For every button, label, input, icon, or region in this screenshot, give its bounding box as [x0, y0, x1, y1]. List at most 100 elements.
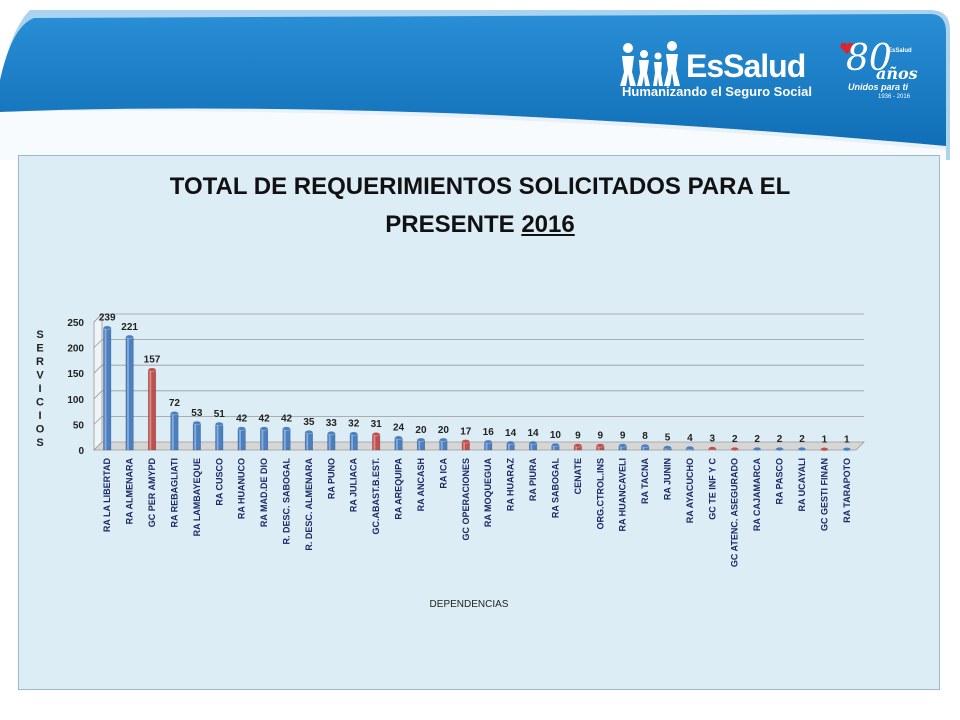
- bar-cap: [282, 426, 291, 431]
- bar-cap: [304, 430, 313, 435]
- bar: 14: [527, 428, 539, 451]
- category-label: GC GESTI FINAN: [819, 458, 829, 531]
- bar: 2: [797, 434, 807, 452]
- bar: 42: [236, 413, 248, 451]
- category-label: R. DESC. ALMENARA: [304, 458, 314, 551]
- category-label: RA MAD.DE DIO: [259, 458, 269, 527]
- anniversary-brand: EsSalud: [888, 48, 912, 54]
- bar-highlight: [306, 432, 309, 450]
- category-label: RA ICA: [438, 458, 448, 489]
- bar: 17: [460, 426, 472, 451]
- bar-cap: [775, 446, 784, 452]
- y-tick-label: 0: [78, 446, 84, 457]
- bar: 33: [326, 418, 337, 451]
- bar-highlight: [597, 445, 600, 450]
- data-label: 8: [642, 431, 648, 442]
- bar: 1: [820, 434, 829, 452]
- bar-cap: [170, 411, 179, 416]
- y-tick-label: 200: [67, 344, 84, 355]
- bar: 239: [99, 313, 116, 451]
- data-label: 14: [505, 428, 517, 439]
- bar-cap: [797, 446, 806, 452]
- bar-cap: [125, 334, 134, 339]
- brand-tagline: Humanizando el Seguro Social: [622, 84, 812, 99]
- header-banner: [0, 10, 950, 160]
- gridline-side: [93, 339, 103, 348]
- category-label: CENATE: [573, 458, 583, 494]
- bar: 20: [415, 425, 427, 451]
- category-label: RA HUANUCO: [237, 458, 247, 519]
- anniversary-years: 1936 - 2016: [878, 94, 911, 100]
- heart-icon: [840, 42, 854, 54]
- data-label: 17: [460, 426, 472, 437]
- bar-highlight: [373, 434, 376, 450]
- chart-x-axis-label: DEPENDENCIAS: [430, 599, 509, 610]
- bar-highlight: [171, 413, 174, 450]
- bar: 72: [169, 398, 180, 451]
- category-label: RA CAJAMARCA: [752, 458, 762, 532]
- bar-highlight: [508, 442, 510, 450]
- anniversary-word: años: [876, 64, 918, 83]
- category-label: R. DESC. SABOGAL: [282, 458, 292, 545]
- category-label: GC.ABAST.B.EST.: [371, 458, 381, 535]
- bar-highlight: [216, 423, 219, 450]
- category-label: RA CUSCO: [214, 458, 224, 506]
- bar: 9: [596, 430, 605, 451]
- bar: 24: [393, 423, 405, 451]
- anniversary-number: 80: [846, 38, 892, 79]
- category-label: RA HUARAZ: [506, 458, 516, 512]
- bar: 9: [573, 430, 582, 451]
- bar-body: [304, 431, 313, 451]
- bar-cap: [372, 432, 381, 437]
- bar: 42: [281, 413, 292, 451]
- bar-highlight: [418, 439, 421, 450]
- data-label: 10: [550, 430, 562, 441]
- bar: 8: [641, 431, 650, 451]
- bar: 5: [663, 432, 672, 451]
- bar: 157: [144, 355, 161, 451]
- bar: 2: [775, 434, 784, 452]
- y-tick-label: 50: [73, 420, 85, 431]
- family-icon: [620, 41, 680, 86]
- bar: 4: [685, 433, 694, 451]
- bar: 2: [730, 434, 739, 452]
- category-label: RA UCAYALI: [797, 458, 807, 512]
- category-label: RA REBAGLIATI: [169, 458, 179, 528]
- bar-highlight: [194, 422, 197, 450]
- chart-title-presente: PRESENTE: [385, 211, 515, 238]
- bar-highlight: [149, 369, 152, 450]
- bar-cap: [820, 447, 829, 452]
- brand-name: EsSalud: [686, 48, 806, 84]
- category-label: RA JUNIN: [663, 458, 673, 500]
- bar: 16: [483, 427, 494, 451]
- category-label: GC ATENC. ASEGURADO: [730, 458, 740, 567]
- chart-title-line2: PRESENTE 2016: [100, 206, 860, 244]
- bar-cap: [349, 431, 358, 436]
- bar-cap: [416, 437, 425, 442]
- anniversary-logo: 80 EsSalud años Unidos para ti 1936 - 20…: [840, 38, 924, 104]
- bar-highlight: [440, 439, 443, 450]
- gridline-side: [93, 416, 103, 425]
- bar: 32: [348, 419, 360, 451]
- chart-title: TOTAL DE REQUERIMIENTOS SOLICITADOS PARA…: [100, 168, 860, 244]
- bar-highlight: [463, 441, 466, 450]
- bar-cap: [260, 426, 269, 431]
- bar-highlight: [283, 428, 286, 450]
- bar-body: [103, 327, 112, 451]
- bar: 53: [191, 408, 203, 451]
- bar: 14: [505, 428, 517, 451]
- data-label: 221: [121, 322, 138, 333]
- bar-body: [192, 422, 201, 451]
- category-label: RA AREQUIPA: [394, 458, 404, 520]
- bar-body: [260, 428, 269, 451]
- data-label: 2: [732, 434, 738, 445]
- bar-highlight: [328, 433, 331, 450]
- bar-body: [372, 433, 381, 451]
- chart-floor: [93, 441, 865, 451]
- bar-highlight: [620, 445, 622, 450]
- gridline-side: [93, 364, 103, 374]
- bar: 3: [708, 433, 717, 451]
- bar-cap: [618, 443, 627, 448]
